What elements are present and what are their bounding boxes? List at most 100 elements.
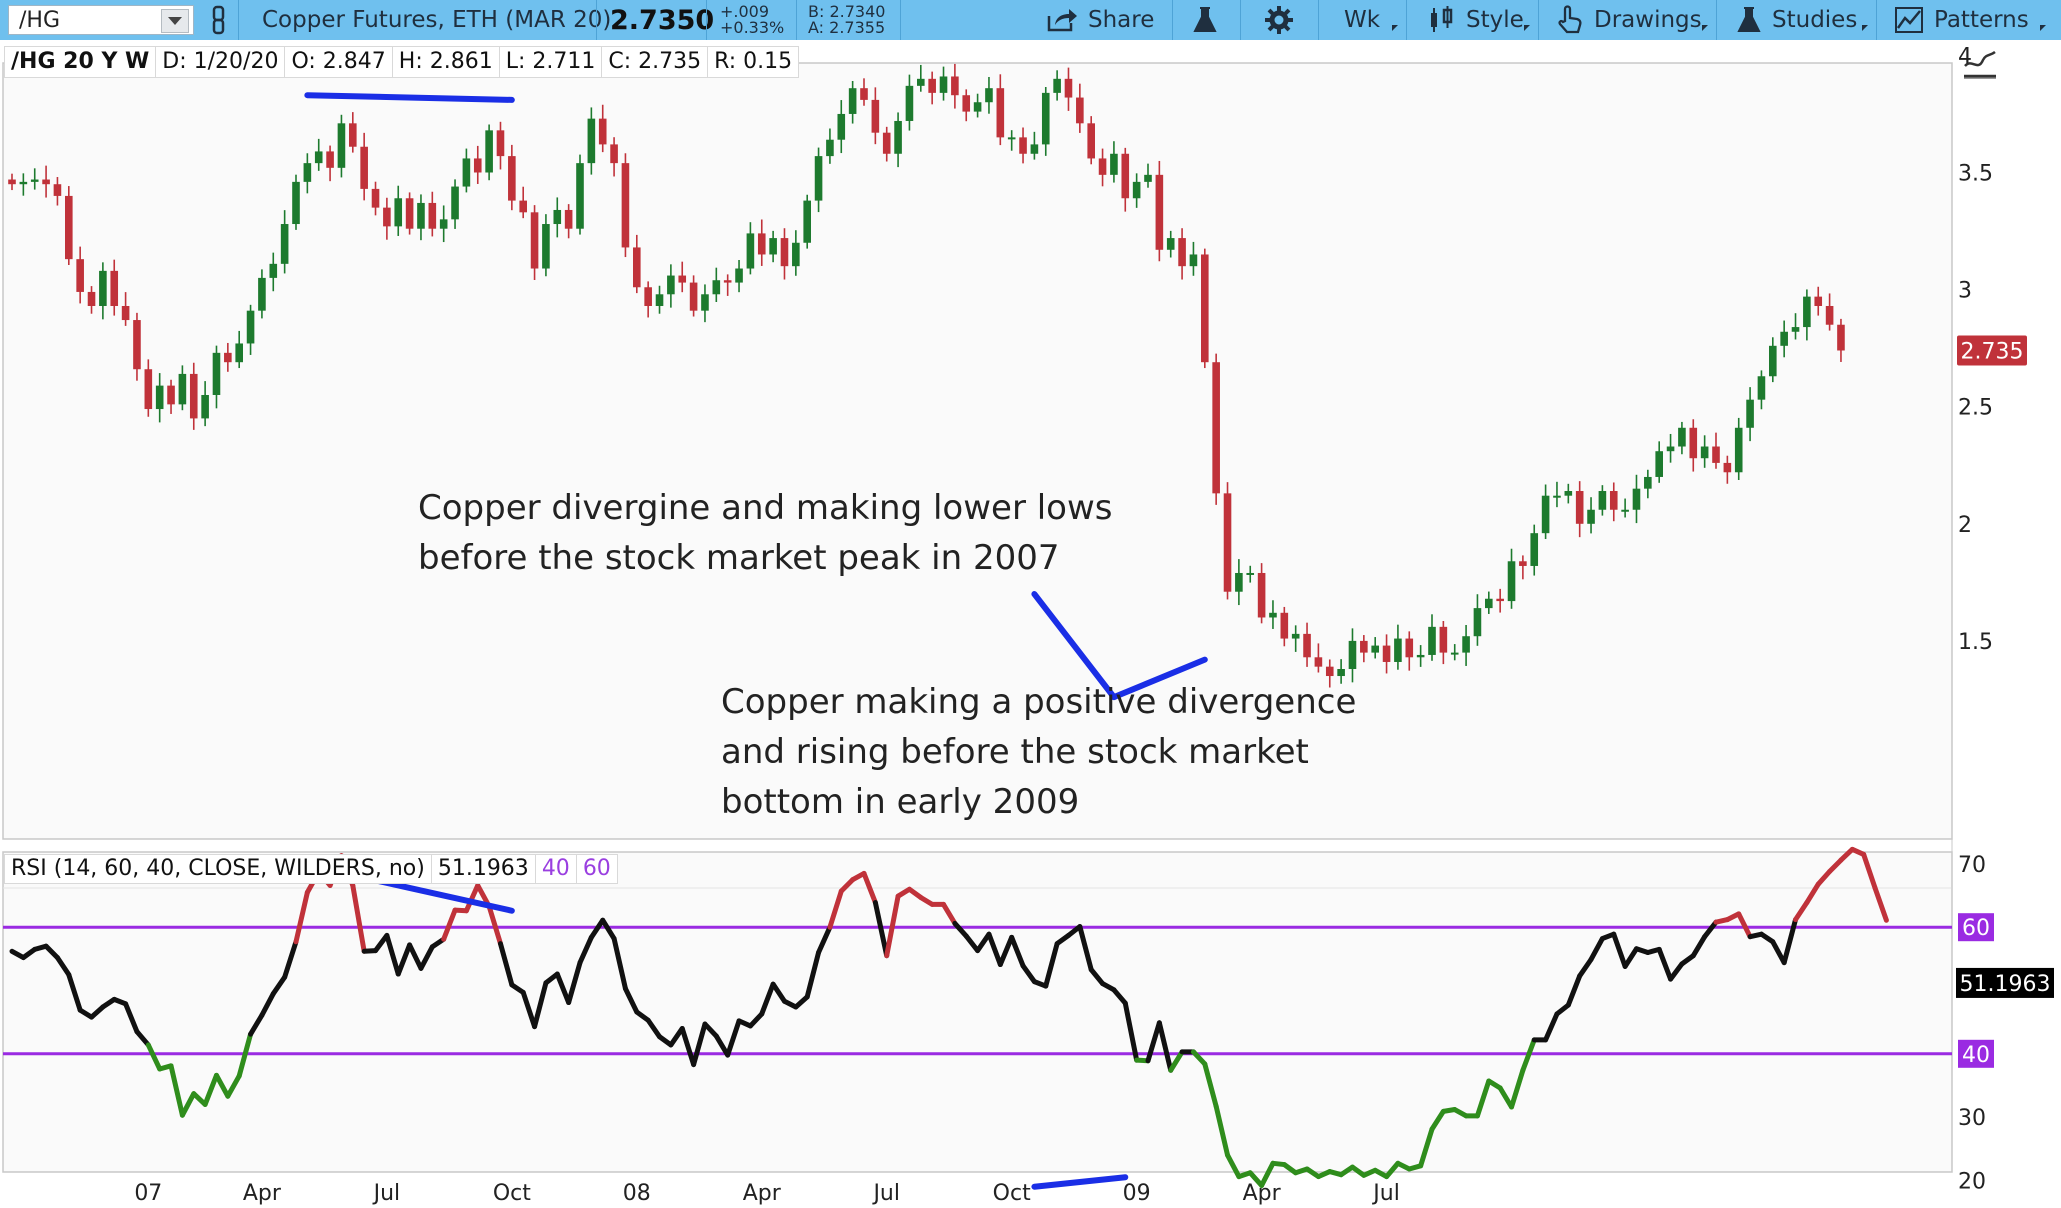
candle (1348, 628, 1357, 683)
candle (598, 104, 607, 153)
candle (1076, 83, 1084, 133)
rsi-line-segment (248, 1012, 265, 1037)
rsi-line-segment (486, 903, 503, 947)
candle (8, 173, 16, 191)
candle (1325, 659, 1334, 688)
candle (110, 259, 119, 316)
flask-icon[interactable] (1192, 0, 1218, 40)
candle (1382, 634, 1391, 674)
candle (1814, 286, 1823, 316)
symbol-dropdown-icon[interactable] (161, 9, 189, 33)
rsi-line-segment (202, 1072, 219, 1107)
x-axis-label: Jul (871, 1181, 900, 1206)
rsi-line-segment (43, 943, 60, 961)
candle (65, 186, 73, 266)
rsi-line-segment (54, 955, 72, 978)
rsi-line-segment (520, 989, 538, 1030)
style-button[interactable]: Style (1428, 0, 1524, 40)
rsi-line-segment (123, 1001, 140, 1035)
candle (928, 71, 936, 105)
candle (1496, 588, 1504, 613)
rsi-line-segment (1668, 961, 1685, 982)
rsi-line-segment (702, 1021, 719, 1039)
candle (542, 214, 550, 277)
rsi-line-segment (1122, 1000, 1140, 1063)
candle (1291, 625, 1300, 652)
candle (1507, 548, 1516, 609)
rsi-line-segment (66, 972, 83, 1013)
candle (1723, 455, 1732, 484)
candle (292, 174, 300, 230)
toolbar: /HG Copper Futures, ETH (MAR 20) 2.7350 … (0, 0, 2061, 40)
rsi-line-segment (566, 960, 583, 1006)
candle (269, 252, 278, 292)
studies-button[interactable]: Studies (1736, 0, 1857, 40)
candle (576, 154, 584, 235)
rsi-line-segment (418, 944, 435, 971)
rsi-axis-label: 30 (1958, 1106, 1986, 1131)
rsi-line-segment (225, 1073, 242, 1099)
rsi-line-segment (1804, 881, 1821, 906)
candle (258, 269, 266, 319)
rsi-line-segment (747, 1011, 765, 1029)
rsi-line-segment (1259, 1160, 1276, 1188)
candle (42, 165, 50, 198)
draw-tool-icon[interactable] (1964, 50, 1996, 79)
rsi-panel (2, 851, 1953, 1173)
rsi-info-bar: RSI (14, 60, 40, CLOSE, WILDERS, no) 51.… (4, 854, 618, 884)
candle (349, 112, 357, 153)
rsi-line-segment (861, 870, 878, 906)
bid-price: B: 2.7340 (808, 2, 886, 21)
candle (1575, 481, 1584, 538)
rsi-current-value: 51.1963 (430, 854, 536, 884)
candle (519, 186, 527, 219)
candle (1462, 625, 1470, 666)
rsi-line-segment (668, 1025, 685, 1048)
candle (917, 64, 925, 92)
candle (633, 234, 641, 294)
rsi-study-name[interactable]: RSI (14, 60, 40, CLOSE, WILDERS, no) (4, 854, 432, 884)
symbol-input[interactable]: /HG (8, 5, 194, 35)
rsi-line-segment (1418, 1126, 1435, 1169)
price-axis-label: 2 (1958, 513, 1972, 538)
info-low: L: 2.711 (498, 46, 603, 78)
candle (667, 264, 675, 308)
candle (1041, 87, 1050, 156)
candle (1030, 131, 1039, 160)
gear-icon[interactable] (1264, 0, 1294, 40)
rsi-line-segment (645, 1017, 663, 1040)
candle (246, 304, 255, 355)
rsi-line-segment (1247, 1170, 1265, 1188)
annotation-2009-bottom-line-1: Copper making a positive divergence (721, 682, 1356, 722)
info-close: C: 2.735 (601, 46, 709, 78)
rsi-line-segment (395, 942, 413, 977)
candle (655, 285, 664, 314)
candle (860, 78, 868, 106)
rsi-line-segment (213, 1072, 231, 1099)
rsi-line-segment (1611, 931, 1628, 969)
drawings-button[interactable]: Drawings (1556, 0, 1702, 40)
rsi-line-segment (872, 900, 890, 959)
candle (882, 126, 891, 162)
price-divergence-line-2008b (1110, 656, 1208, 701)
candle (1746, 387, 1754, 442)
rsi-line-segment (373, 932, 390, 954)
rsi-line-segment (168, 1063, 185, 1118)
candle (1450, 644, 1459, 661)
candle (746, 222, 755, 275)
rsi-line-segment (179, 1091, 197, 1118)
patterns-button[interactable]: Patterns (1894, 0, 2029, 40)
link-icon[interactable] (208, 0, 230, 40)
candle (962, 89, 971, 122)
candle (1280, 606, 1289, 647)
candle (1769, 337, 1777, 383)
rsi-line-segment (1520, 1037, 1537, 1073)
candle (644, 281, 652, 318)
rsi-line-segment (1702, 919, 1719, 940)
share-button[interactable]: Share (1046, 0, 1154, 40)
candle (689, 275, 698, 317)
style-icon (1431, 6, 1453, 32)
candle (621, 153, 630, 258)
timeframe-selector[interactable]: Wk (1344, 0, 1380, 40)
